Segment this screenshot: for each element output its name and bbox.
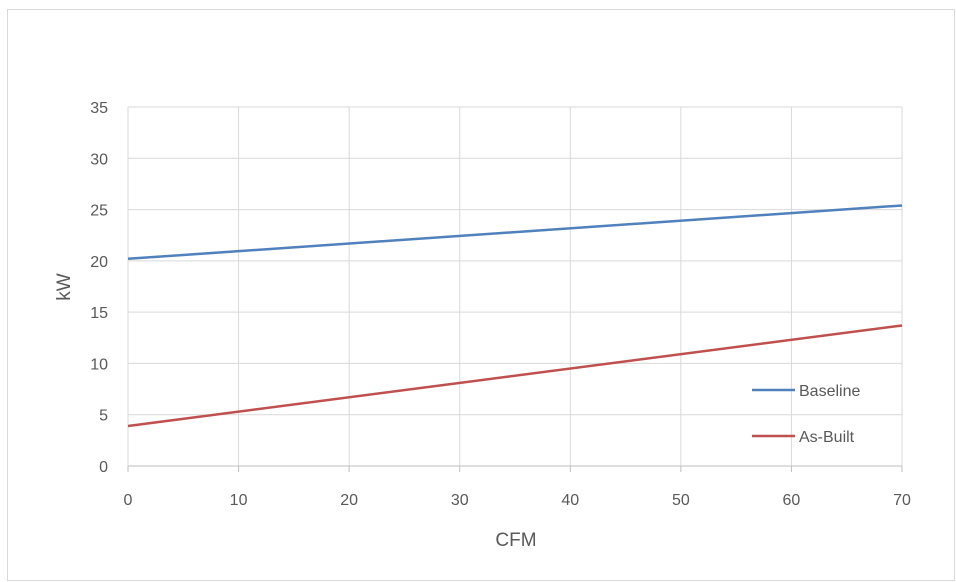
x-tick-label: 70 xyxy=(893,492,911,509)
y-tick-label: 35 xyxy=(90,100,108,117)
y-tick-label: 0 xyxy=(99,459,108,476)
axes: 0 5 10 15 20 25 30 35 0 10 20 30 40 50 60 70 xyxy=(90,100,911,509)
x-tick-label: 40 xyxy=(561,492,579,509)
legend-label: Baseline xyxy=(799,383,860,400)
chart-frame xyxy=(7,9,955,581)
y-tick-label: 10 xyxy=(90,356,108,373)
y-axis-title: kW xyxy=(54,273,75,301)
y-tick-label: 30 xyxy=(90,151,108,168)
legend-label: As-Built xyxy=(799,429,855,446)
x-tick-label: 60 xyxy=(783,492,801,509)
x-tick-label: 20 xyxy=(340,492,358,509)
x-tick-label: 10 xyxy=(230,492,248,509)
y-tick-label: 25 xyxy=(90,203,108,220)
series-line-baseline xyxy=(127,204,903,261)
x-tick-label: 0 xyxy=(124,492,133,509)
series-lines xyxy=(127,204,903,428)
x-tick-label: 50 xyxy=(672,492,690,509)
y-tick-label: 15 xyxy=(90,305,108,322)
y-tick-label: 5 xyxy=(99,408,108,425)
x-tick-label: 30 xyxy=(451,492,469,509)
gridlines xyxy=(128,106,903,466)
y-tick-label: 20 xyxy=(90,254,108,271)
legend: Baseline As-Built xyxy=(752,383,860,446)
series-line-as-built xyxy=(127,324,903,428)
x-axis-title: CFM xyxy=(495,530,536,551)
